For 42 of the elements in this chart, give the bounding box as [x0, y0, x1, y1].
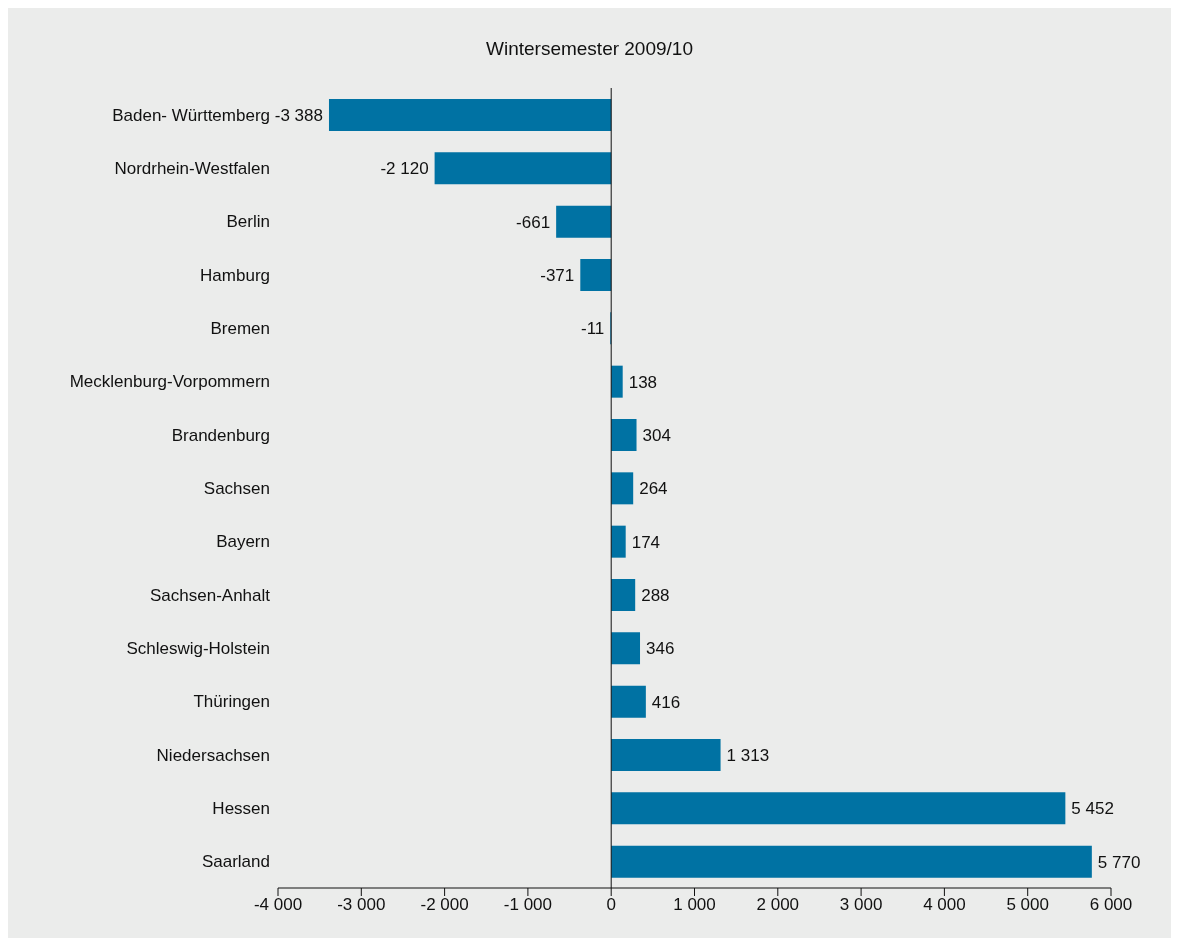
- y-tick-label: Hessen: [212, 799, 270, 819]
- x-tick-label: 0: [606, 895, 616, 915]
- y-tick-label: Mecklenburg-Vorpommern: [69, 372, 270, 392]
- y-tick-label: Baden- Württemberg: [112, 105, 270, 125]
- data-label: -661: [516, 212, 551, 232]
- y-tick-label: Nordrhein-Westfalen: [114, 159, 270, 179]
- data-label: 304: [642, 425, 671, 445]
- y-tick-label: Schleswig-Holstein: [126, 639, 270, 659]
- data-label: 416: [651, 692, 681, 712]
- data-label: 346: [646, 639, 675, 659]
- y-tick-label: Bayern: [216, 532, 270, 552]
- y-tick-label: Brandenburg: [171, 425, 270, 445]
- y-tick-label: Berlin: [226, 212, 270, 232]
- x-tick-label: -4 000: [253, 895, 303, 915]
- data-label: 138: [628, 372, 658, 392]
- data-label: 1 313: [726, 745, 770, 765]
- chart-title: Wintersemester 2009/10: [485, 38, 694, 60]
- x-tick-label: -3 000: [337, 895, 386, 915]
- y-tick-label: Thüringen: [193, 692, 270, 712]
- x-tick-label: -2 000: [420, 895, 469, 915]
- x-tick-label: 6 000: [1089, 895, 1133, 915]
- x-tick-label: 2 000: [756, 895, 800, 915]
- y-tick-label: Sachsen: [203, 479, 270, 499]
- data-label: 5 452: [1071, 799, 1114, 819]
- data-label: 5 770: [1097, 852, 1141, 872]
- data-label: -371: [540, 265, 575, 285]
- y-tick-label: Niedersachsen: [156, 745, 270, 765]
- data-label: 264: [639, 479, 668, 499]
- x-tick-label: 1 000: [673, 895, 716, 915]
- y-tick-label: Bremen: [210, 319, 270, 339]
- y-tick-label: Sachsen-Anhalt: [149, 585, 271, 605]
- data-label: -3 388: [274, 105, 323, 125]
- x-tick-label: 4 000: [923, 895, 966, 915]
- data-label: 174: [631, 532, 661, 552]
- x-tick-label: 5 000: [1006, 895, 1049, 915]
- data-label: -2 120: [380, 159, 429, 179]
- data-label: -11: [580, 319, 605, 339]
- data-label: 288: [641, 585, 670, 605]
- y-tick-label: Saarland: [201, 852, 270, 872]
- x-tick-label: 3 000: [839, 895, 883, 915]
- x-tick-label: -1 000: [503, 895, 552, 915]
- y-tick-label: Hamburg: [200, 265, 270, 285]
